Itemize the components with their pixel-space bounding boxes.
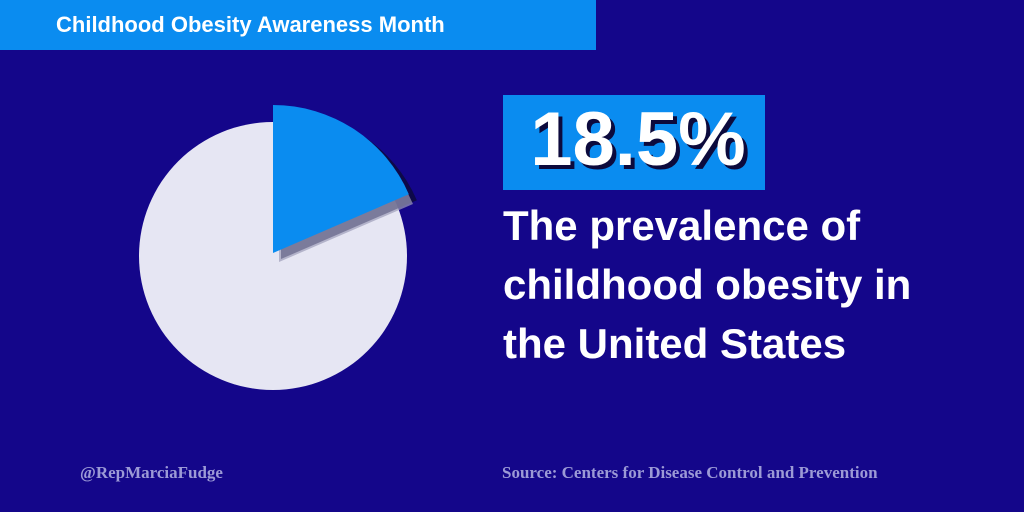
value-box: [503, 95, 765, 190]
value-label: 18.5%: [530, 97, 746, 182]
description-line: the United States: [503, 320, 846, 367]
title-bar: [0, 0, 596, 50]
title: Childhood Obesity Awareness Month: [56, 12, 445, 37]
description-line: The prevalence of: [503, 202, 861, 249]
pie-slice: [273, 105, 409, 253]
source: Source: Centers for Disease Control and …: [502, 463, 878, 482]
value-label-shadow: 18.5%: [534, 101, 750, 186]
description-line: childhood obesity in: [503, 261, 911, 308]
handle: @RepMarciaFudge: [80, 463, 223, 482]
